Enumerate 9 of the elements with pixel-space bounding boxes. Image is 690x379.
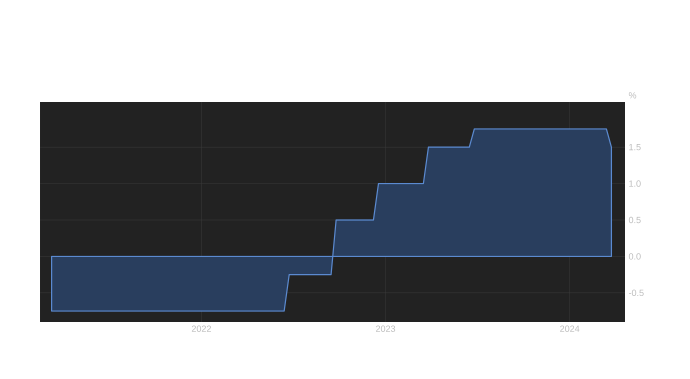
y-tick-label: 1.5	[629, 144, 641, 150]
y-tick-label: 0.0	[628, 253, 641, 260]
y-tick-label: 0.5	[628, 216, 641, 224]
x-tick-label: 2024	[560, 326, 580, 332]
y-tick-label: 1.0	[629, 180, 641, 187]
y-tick-label: -0.5	[628, 290, 644, 296]
y-axis-title: %	[628, 92, 636, 98]
x-tick-label: 2022	[192, 326, 211, 332]
x-tick-label: 2023	[376, 326, 396, 332]
